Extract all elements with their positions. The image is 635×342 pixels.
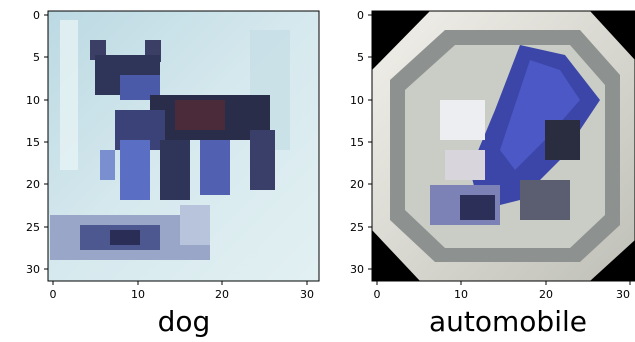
dog-x-tick-label: 20 <box>215 288 229 301</box>
automobile-y-tick-label: 5 <box>357 51 364 64</box>
dog-y-axis: 0 5 10 15 20 25 30 <box>26 9 48 276</box>
automobile-x-tick-label: 20 <box>539 288 553 301</box>
dog-y-tick-label: 15 <box>26 136 40 149</box>
dog-y-tick-label: 5 <box>33 51 40 64</box>
automobile-x-tick-label: 0 <box>374 288 381 301</box>
automobile-x-tick-label: 10 <box>454 288 468 301</box>
dog-image <box>48 11 319 281</box>
dog-y-tick-label: 0 <box>33 9 40 22</box>
automobile-y-tick-label: 25 <box>350 221 364 234</box>
dog-x-tick-label: 30 <box>300 288 314 301</box>
dog-y-tick-label: 10 <box>26 94 40 107</box>
automobile-y-tick-label: 30 <box>350 263 364 276</box>
automobile-caption: automobile <box>429 305 587 338</box>
automobile-x-axis: 0 10 20 30 <box>374 281 631 301</box>
dog-x-axis: 0 10 20 30 <box>50 281 315 301</box>
automobile-y-tick-label: 20 <box>350 178 364 191</box>
automobile-y-axis: 0 5 10 15 20 25 30 <box>350 9 372 276</box>
dog-y-tick-label: 30 <box>26 263 40 276</box>
dog-y-tick-label: 20 <box>26 178 40 191</box>
dog-y-tick-label: 25 <box>26 221 40 234</box>
panel-dog: 0 5 10 15 20 25 30 0 10 20 30 dog <box>26 9 319 338</box>
automobile-x-tick-label: 30 <box>616 288 630 301</box>
dog-caption: dog <box>158 305 211 338</box>
panel-automobile: 0 5 10 15 20 25 30 0 10 20 30 automobile <box>350 9 635 338</box>
automobile-y-tick-label: 10 <box>350 94 364 107</box>
dog-x-tick-label: 0 <box>50 288 57 301</box>
automobile-image <box>372 11 635 281</box>
automobile-y-tick-label: 0 <box>357 9 364 22</box>
dog-x-tick-label: 10 <box>131 288 145 301</box>
automobile-y-tick-label: 15 <box>350 136 364 149</box>
